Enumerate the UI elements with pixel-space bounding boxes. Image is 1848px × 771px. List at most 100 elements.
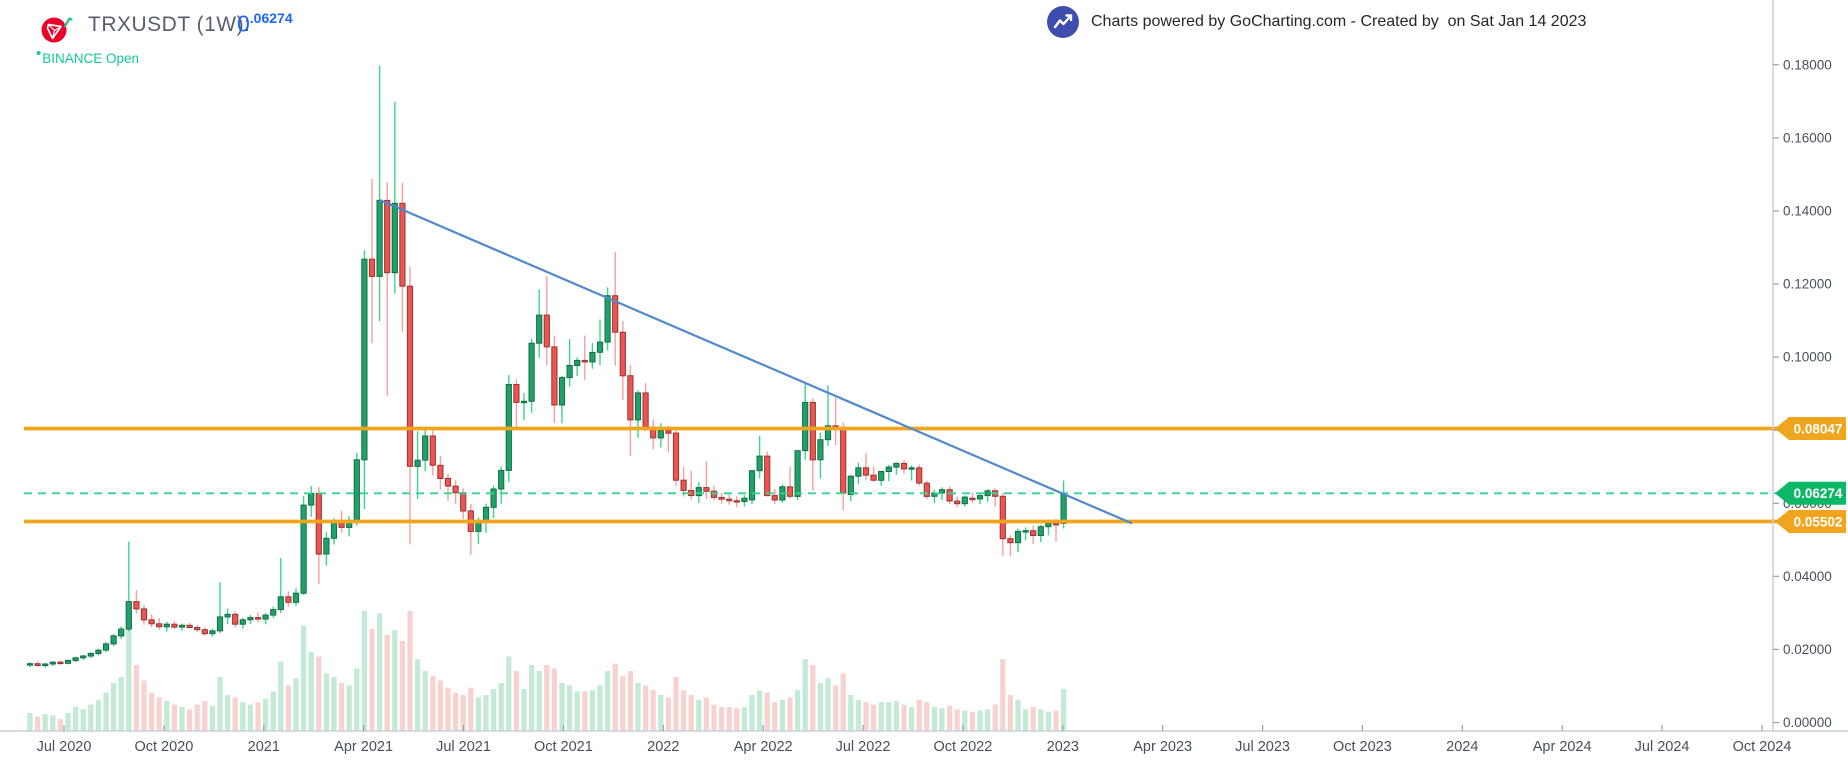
volume-bar — [1045, 711, 1051, 731]
candle-body — [498, 469, 505, 490]
volume-bar — [802, 659, 808, 731]
candle-body — [399, 202, 406, 287]
y-axis-label: 0.18000 — [1783, 57, 1832, 72]
volume-bar — [445, 687, 451, 731]
volume-bar — [551, 668, 557, 731]
candle-body — [528, 342, 535, 402]
volume-bar — [263, 698, 269, 731]
volume-bar — [453, 692, 459, 731]
attribution-text: Charts powered by GoCharting.com - Creat… — [1091, 13, 1587, 30]
y-axis-label: 0.12000 — [1783, 277, 1832, 292]
x-axis-label: 2021 — [248, 739, 280, 755]
symbol-title: TRXUSDT (1W): — [88, 13, 251, 36]
volume-bar — [696, 699, 702, 731]
volume-bar — [361, 611, 367, 731]
volume-bar — [1030, 707, 1036, 731]
volume-bar — [202, 701, 208, 731]
candle-body — [748, 470, 756, 501]
volume-bar — [377, 613, 383, 731]
candle-body — [429, 435, 436, 466]
attribution-bar: Charts powered by GoCharting.com - Creat… — [1046, 5, 1586, 39]
candle-body — [870, 474, 877, 481]
volume-bar — [35, 716, 41, 731]
x-axis-label: Apr 2022 — [734, 739, 793, 755]
candle-body — [156, 623, 163, 628]
support-price-badge — [1775, 510, 1846, 533]
candle-body — [330, 522, 338, 539]
volume-bar — [529, 665, 535, 731]
volume-bar — [1007, 695, 1013, 731]
volume-bar — [460, 695, 466, 731]
candle-body — [1052, 522, 1060, 526]
candle-body — [368, 258, 376, 277]
candle-body — [391, 202, 398, 274]
candle-body — [726, 498, 733, 502]
candle-body — [201, 629, 208, 635]
candle-body — [627, 375, 634, 421]
volume-bar — [992, 704, 998, 731]
volume-bar — [50, 715, 56, 731]
candle-body — [384, 199, 391, 274]
x-axis-label: 2023 — [1047, 739, 1079, 755]
volume-bar — [757, 690, 763, 731]
candle-body — [194, 627, 201, 631]
candle-body — [353, 459, 360, 522]
candle-body — [984, 490, 991, 497]
volume-bar — [658, 695, 664, 731]
candle-body — [315, 492, 322, 555]
candle-body — [49, 661, 56, 665]
trendline[interactable] — [379, 198, 1133, 525]
volume-bar — [886, 702, 892, 731]
candle-body — [125, 601, 132, 630]
volume-bar — [544, 665, 550, 731]
volume-bar — [285, 685, 291, 731]
candle-body — [619, 331, 626, 377]
candle-body — [946, 489, 953, 502]
candle-body — [460, 492, 467, 512]
candle-body — [710, 490, 718, 498]
candle-body — [817, 439, 824, 461]
candle-body — [26, 663, 34, 666]
candle-body — [733, 500, 740, 503]
x-axis-label: Oct 2023 — [1333, 739, 1392, 755]
volume-bar — [171, 704, 177, 731]
candle-body — [536, 314, 543, 344]
volume-bar — [688, 695, 694, 731]
y-axis-label: 0.14000 — [1783, 204, 1832, 219]
x-axis-label: Oct 2020 — [134, 739, 193, 755]
volume-bar — [42, 714, 48, 731]
candle-body — [178, 624, 186, 628]
volume-bar — [247, 704, 253, 731]
volume-bar — [232, 697, 238, 731]
volume-bar — [1015, 699, 1021, 731]
candle-body — [1030, 530, 1037, 537]
candle-body — [893, 462, 900, 468]
candle-body — [672, 432, 680, 481]
status-dot-icon: • — [36, 45, 42, 62]
candle-body — [969, 497, 976, 501]
x-axis-label: 2022 — [647, 739, 679, 755]
volume-bar — [293, 678, 299, 731]
resistance-price-badge — [1775, 417, 1846, 440]
volume-bar — [901, 704, 907, 731]
candle-body — [285, 596, 292, 603]
volume-bar — [1000, 659, 1006, 731]
volume-bar — [810, 665, 816, 731]
candle-body — [87, 652, 94, 657]
candle-body — [247, 617, 254, 621]
volume-bar — [795, 690, 801, 731]
volume-bar — [194, 704, 200, 731]
candle-body — [938, 489, 946, 494]
volume-bar — [703, 697, 709, 731]
x-axis-label: Apr 2021 — [334, 739, 393, 755]
candle-body — [95, 649, 102, 655]
volume-bar — [833, 685, 839, 731]
volume-bar — [225, 695, 231, 731]
volume-bar — [612, 663, 618, 731]
candle-body — [292, 592, 300, 603]
volume-bar — [339, 683, 345, 731]
candle-body — [444, 477, 452, 487]
volume-bar — [498, 683, 504, 731]
volume-bar — [95, 699, 101, 731]
